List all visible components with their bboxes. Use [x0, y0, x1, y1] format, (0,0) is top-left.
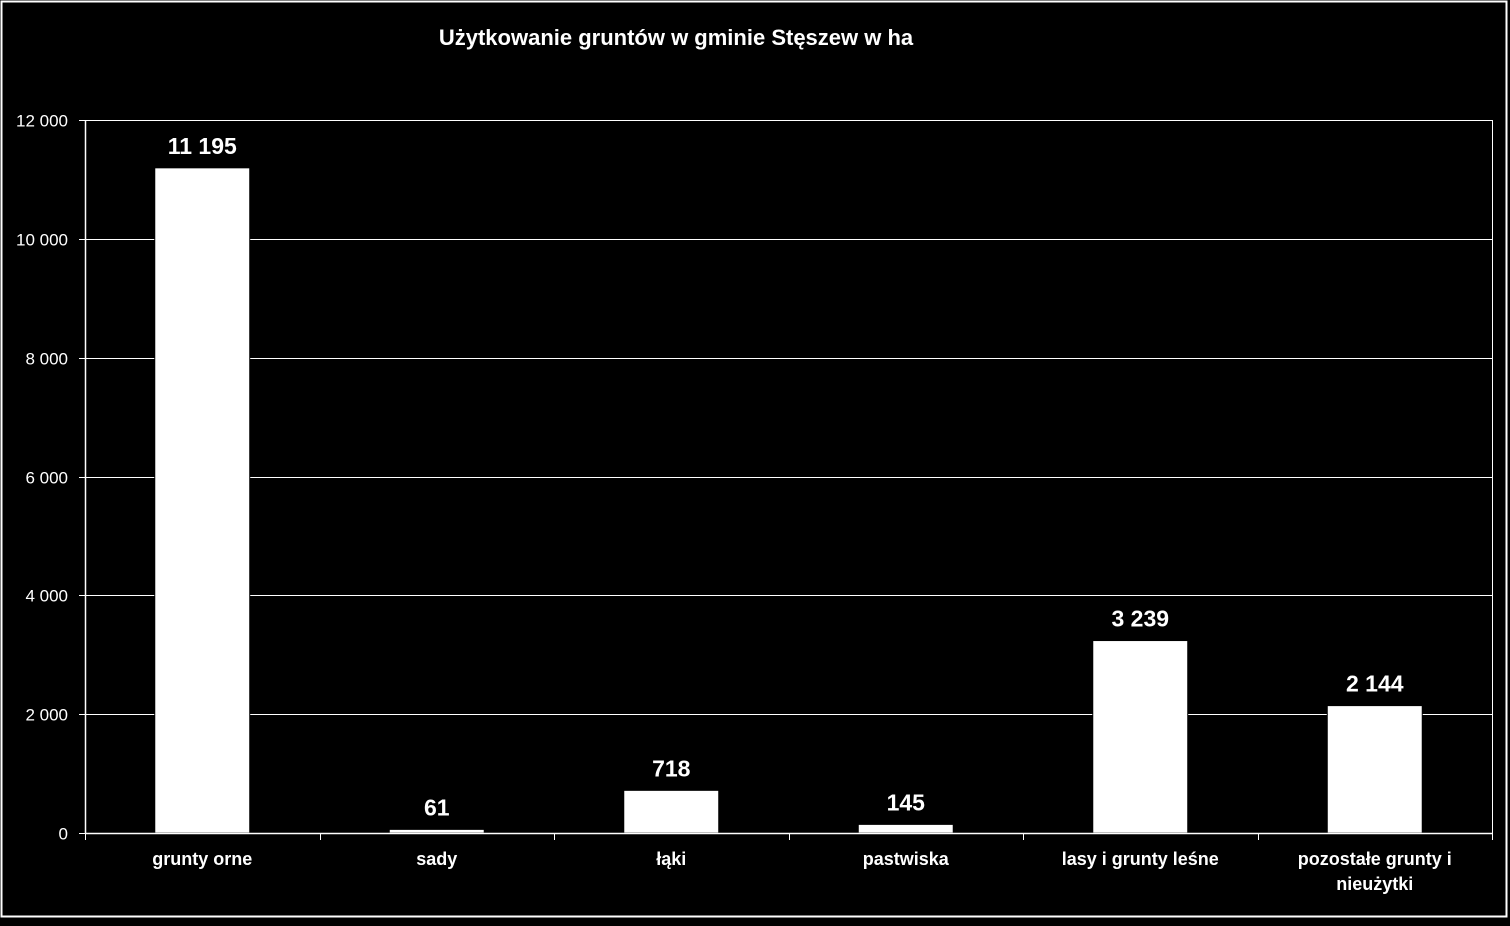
y-tick-label: 6 000 [25, 469, 68, 488]
data-label: 718 [652, 755, 691, 781]
data-label: 2 144 [1346, 671, 1404, 697]
gridlines [85, 120, 1492, 833]
bar [857, 823, 954, 834]
y-tick-label: 4 000 [25, 587, 68, 606]
chart-title: Użytkowanie gruntów w gminie Stęszew w h… [439, 25, 914, 50]
data-label: 145 [887, 789, 926, 815]
y-tick-label: 2 000 [25, 706, 68, 725]
category-label: sady [416, 849, 457, 869]
data-label: 61 [424, 794, 450, 820]
y-tick-label: 0 [59, 825, 68, 844]
bar [388, 828, 485, 834]
category-label: łąki [656, 849, 686, 869]
data-label: 11 195 [168, 133, 237, 159]
bar [1092, 640, 1189, 834]
category-label: pozostałe grunty i [1298, 849, 1452, 869]
data-label: 3 239 [1111, 606, 1169, 632]
bar [154, 167, 251, 834]
bar [1326, 705, 1423, 834]
category-label: nieużytki [1336, 874, 1413, 894]
y-tick-label: 12 000 [16, 112, 68, 131]
plot-area [85, 120, 1492, 833]
labels: 0 2 000 4 000 6 000 8 000 10 000 12 000 11 195 g… [16, 112, 1452, 895]
bar [623, 789, 720, 834]
axes [79, 120, 1493, 840]
category-label: grunty orne [152, 849, 252, 869]
y-tick-label: 10 000 [16, 231, 68, 250]
category-label: pastwiska [863, 849, 950, 869]
category-label: lasy i grunty leśne [1062, 849, 1219, 869]
bars [154, 167, 1423, 834]
y-tick-label: 8 000 [25, 350, 68, 369]
